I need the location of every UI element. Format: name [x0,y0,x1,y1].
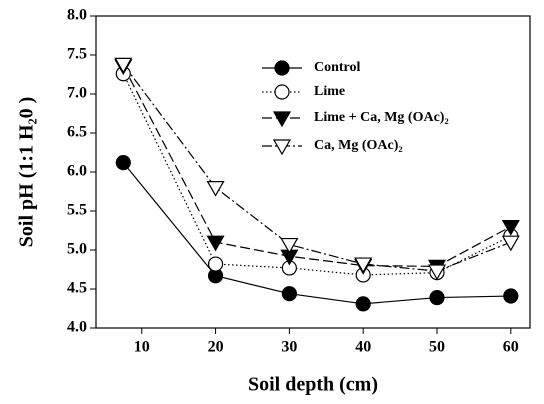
y-tick-label: 5.5 [67,202,87,219]
legend-label: Control [314,60,361,75]
y-tick-label: 7.5 [67,46,87,63]
data-point [501,220,520,236]
series-line [122,73,512,276]
x-tick-label: 60 [503,339,519,356]
data-point [427,264,447,281]
legend-marker [272,139,292,156]
data-point [429,289,445,306]
legend-label: Lime [314,84,345,99]
data-point [115,155,131,171]
data-point [355,296,371,312]
x-tick-label: 20 [208,339,224,356]
y-tick-label: 6.5 [67,124,87,141]
x-tick-label: 10 [134,339,150,356]
data-point [280,237,299,254]
legend-marker [274,60,290,76]
legend-label: Ca, Mg (OAc)₂ [314,138,403,153]
series-line [122,64,512,272]
x-axis-label: Soil depth (cm) [248,374,378,396]
legend-label: Lime + Ca, Mg (OAc)₂ [314,110,449,125]
data-point [354,257,373,274]
plot-frame [95,15,531,329]
x-tick-label: 40 [355,339,371,356]
y-tick-label: 7.0 [67,85,87,102]
data-point [501,235,520,252]
series-line [122,65,512,267]
data-point [206,235,225,252]
data-point [207,256,224,272]
data-point [281,286,297,302]
y-tick-label: 4.5 [67,280,87,297]
x-tick-label: 30 [281,339,297,356]
legend-marker [272,111,292,128]
y-tick-label: 5.0 [67,241,87,258]
data-point [503,288,519,304]
series-line [122,162,511,305]
data-point [206,181,225,197]
y-axis-label: Soil pH (1:1 H₂0 ) [16,97,38,247]
data-point [114,57,133,74]
legend-marker [274,84,290,100]
y-tick-label: 4.0 [67,319,87,336]
y-tick-label: 6.0 [67,163,87,180]
y-tick-label: 8.0 [67,7,87,24]
x-tick-label: 50 [429,339,445,356]
